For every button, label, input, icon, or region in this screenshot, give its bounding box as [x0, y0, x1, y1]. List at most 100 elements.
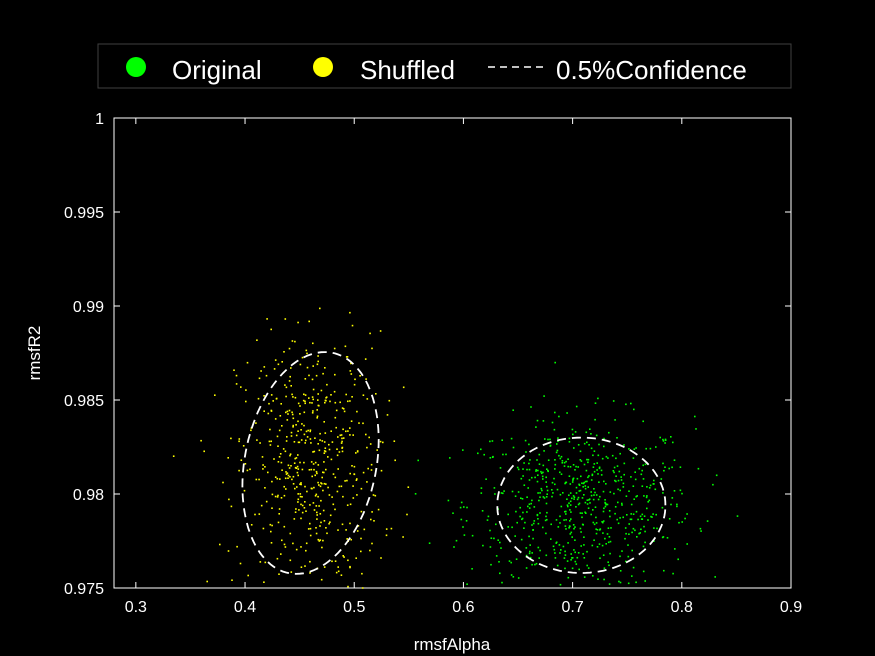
point-original: [582, 482, 585, 485]
point-original: [598, 467, 601, 470]
point-original: [528, 535, 530, 538]
point-original: [626, 514, 628, 516]
point-original: [621, 504, 623, 506]
x-axis-ticks: 0.3 0.4 0.5 0.6 0.7 0.8 0.9: [125, 118, 802, 616]
point-original: [637, 518, 639, 521]
point-shuffled: [303, 507, 306, 509]
point-shuffled: [325, 468, 327, 471]
point-original: [530, 406, 532, 408]
point-original: [545, 502, 548, 505]
point-shuffled: [318, 484, 320, 486]
point-original: [547, 438, 549, 441]
point-shuffled: [222, 481, 224, 484]
point-original: [672, 572, 674, 575]
point-shuffled: [301, 504, 304, 507]
point-original: [547, 459, 550, 461]
point-shuffled: [355, 479, 358, 481]
point-shuffled: [287, 464, 290, 467]
point-original: [414, 493, 417, 495]
point-original: [520, 538, 523, 541]
point-original: [471, 568, 473, 570]
point-shuffled: [342, 428, 344, 431]
point-shuffled: [316, 415, 319, 418]
point-original: [532, 537, 534, 540]
point-shuffled: [339, 434, 342, 437]
point-shuffled: [335, 426, 337, 429]
point-original: [536, 419, 539, 422]
point-original: [586, 499, 589, 501]
point-original: [615, 457, 617, 460]
point-shuffled: [284, 384, 286, 386]
point-original: [546, 468, 548, 470]
point-shuffled: [279, 453, 282, 455]
point-original: [588, 475, 590, 477]
point-original: [706, 520, 709, 522]
point-original: [648, 499, 651, 502]
point-shuffled: [299, 363, 302, 366]
point-original: [569, 533, 572, 535]
point-shuffled: [242, 445, 245, 447]
point-original: [619, 570, 622, 572]
point-shuffled: [334, 373, 336, 376]
point-original: [598, 543, 601, 545]
point-shuffled: [379, 330, 382, 332]
point-shuffled: [294, 487, 296, 490]
point-original: [650, 515, 652, 518]
point-shuffled: [227, 457, 229, 459]
point-original: [614, 419, 616, 421]
point-original: [609, 552, 611, 555]
point-original: [561, 460, 564, 462]
point-shuffled: [361, 572, 363, 575]
point-shuffled: [346, 479, 348, 482]
point-original: [624, 527, 627, 529]
point-shuffled: [299, 493, 302, 495]
point-original: [541, 475, 544, 478]
point-original: [579, 450, 582, 453]
point-original: [583, 463, 586, 466]
point-original: [570, 553, 572, 555]
point-original: [534, 476, 536, 479]
point-shuffled: [263, 410, 265, 412]
point-original: [554, 557, 557, 559]
point-shuffled: [349, 370, 352, 372]
point-original: [559, 457, 562, 460]
point-original: [569, 509, 571, 511]
point-shuffled: [264, 561, 267, 564]
point-shuffled: [340, 442, 343, 444]
point-shuffled: [355, 452, 357, 454]
point-original: [565, 510, 567, 513]
point-original: [520, 497, 522, 499]
point-shuffled: [326, 383, 328, 386]
point-original: [554, 459, 556, 461]
point-shuffled: [309, 572, 311, 574]
point-shuffled: [265, 374, 268, 377]
point-original: [499, 572, 501, 575]
point-original: [528, 443, 530, 446]
point-shuffled: [294, 340, 296, 343]
point-original: [539, 549, 541, 552]
point-original: [499, 467, 502, 469]
point-shuffled: [312, 342, 314, 345]
point-shuffled: [349, 311, 351, 314]
point-shuffled: [341, 447, 343, 449]
point-shuffled: [366, 398, 369, 400]
point-original: [558, 415, 560, 418]
point-original: [643, 525, 645, 528]
point-shuffled: [362, 394, 365, 396]
point-original: [591, 474, 594, 477]
point-shuffled: [246, 361, 249, 364]
point-original: [489, 546, 492, 548]
point-shuffled: [296, 471, 299, 474]
point-original: [617, 501, 619, 504]
point-original: [477, 452, 479, 455]
point-shuffled: [276, 477, 279, 480]
point-original: [584, 485, 587, 487]
point-shuffled: [300, 566, 303, 568]
point-shuffled: [300, 482, 302, 484]
point-original: [579, 459, 582, 461]
point-original: [580, 460, 583, 462]
point-original: [555, 451, 558, 454]
point-original: [510, 574, 513, 576]
point-original: [613, 471, 615, 474]
point-shuffled: [314, 474, 316, 477]
